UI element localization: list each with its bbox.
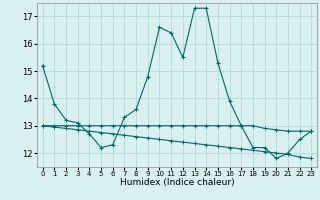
X-axis label: Humidex (Indice chaleur): Humidex (Indice chaleur) — [120, 178, 234, 187]
